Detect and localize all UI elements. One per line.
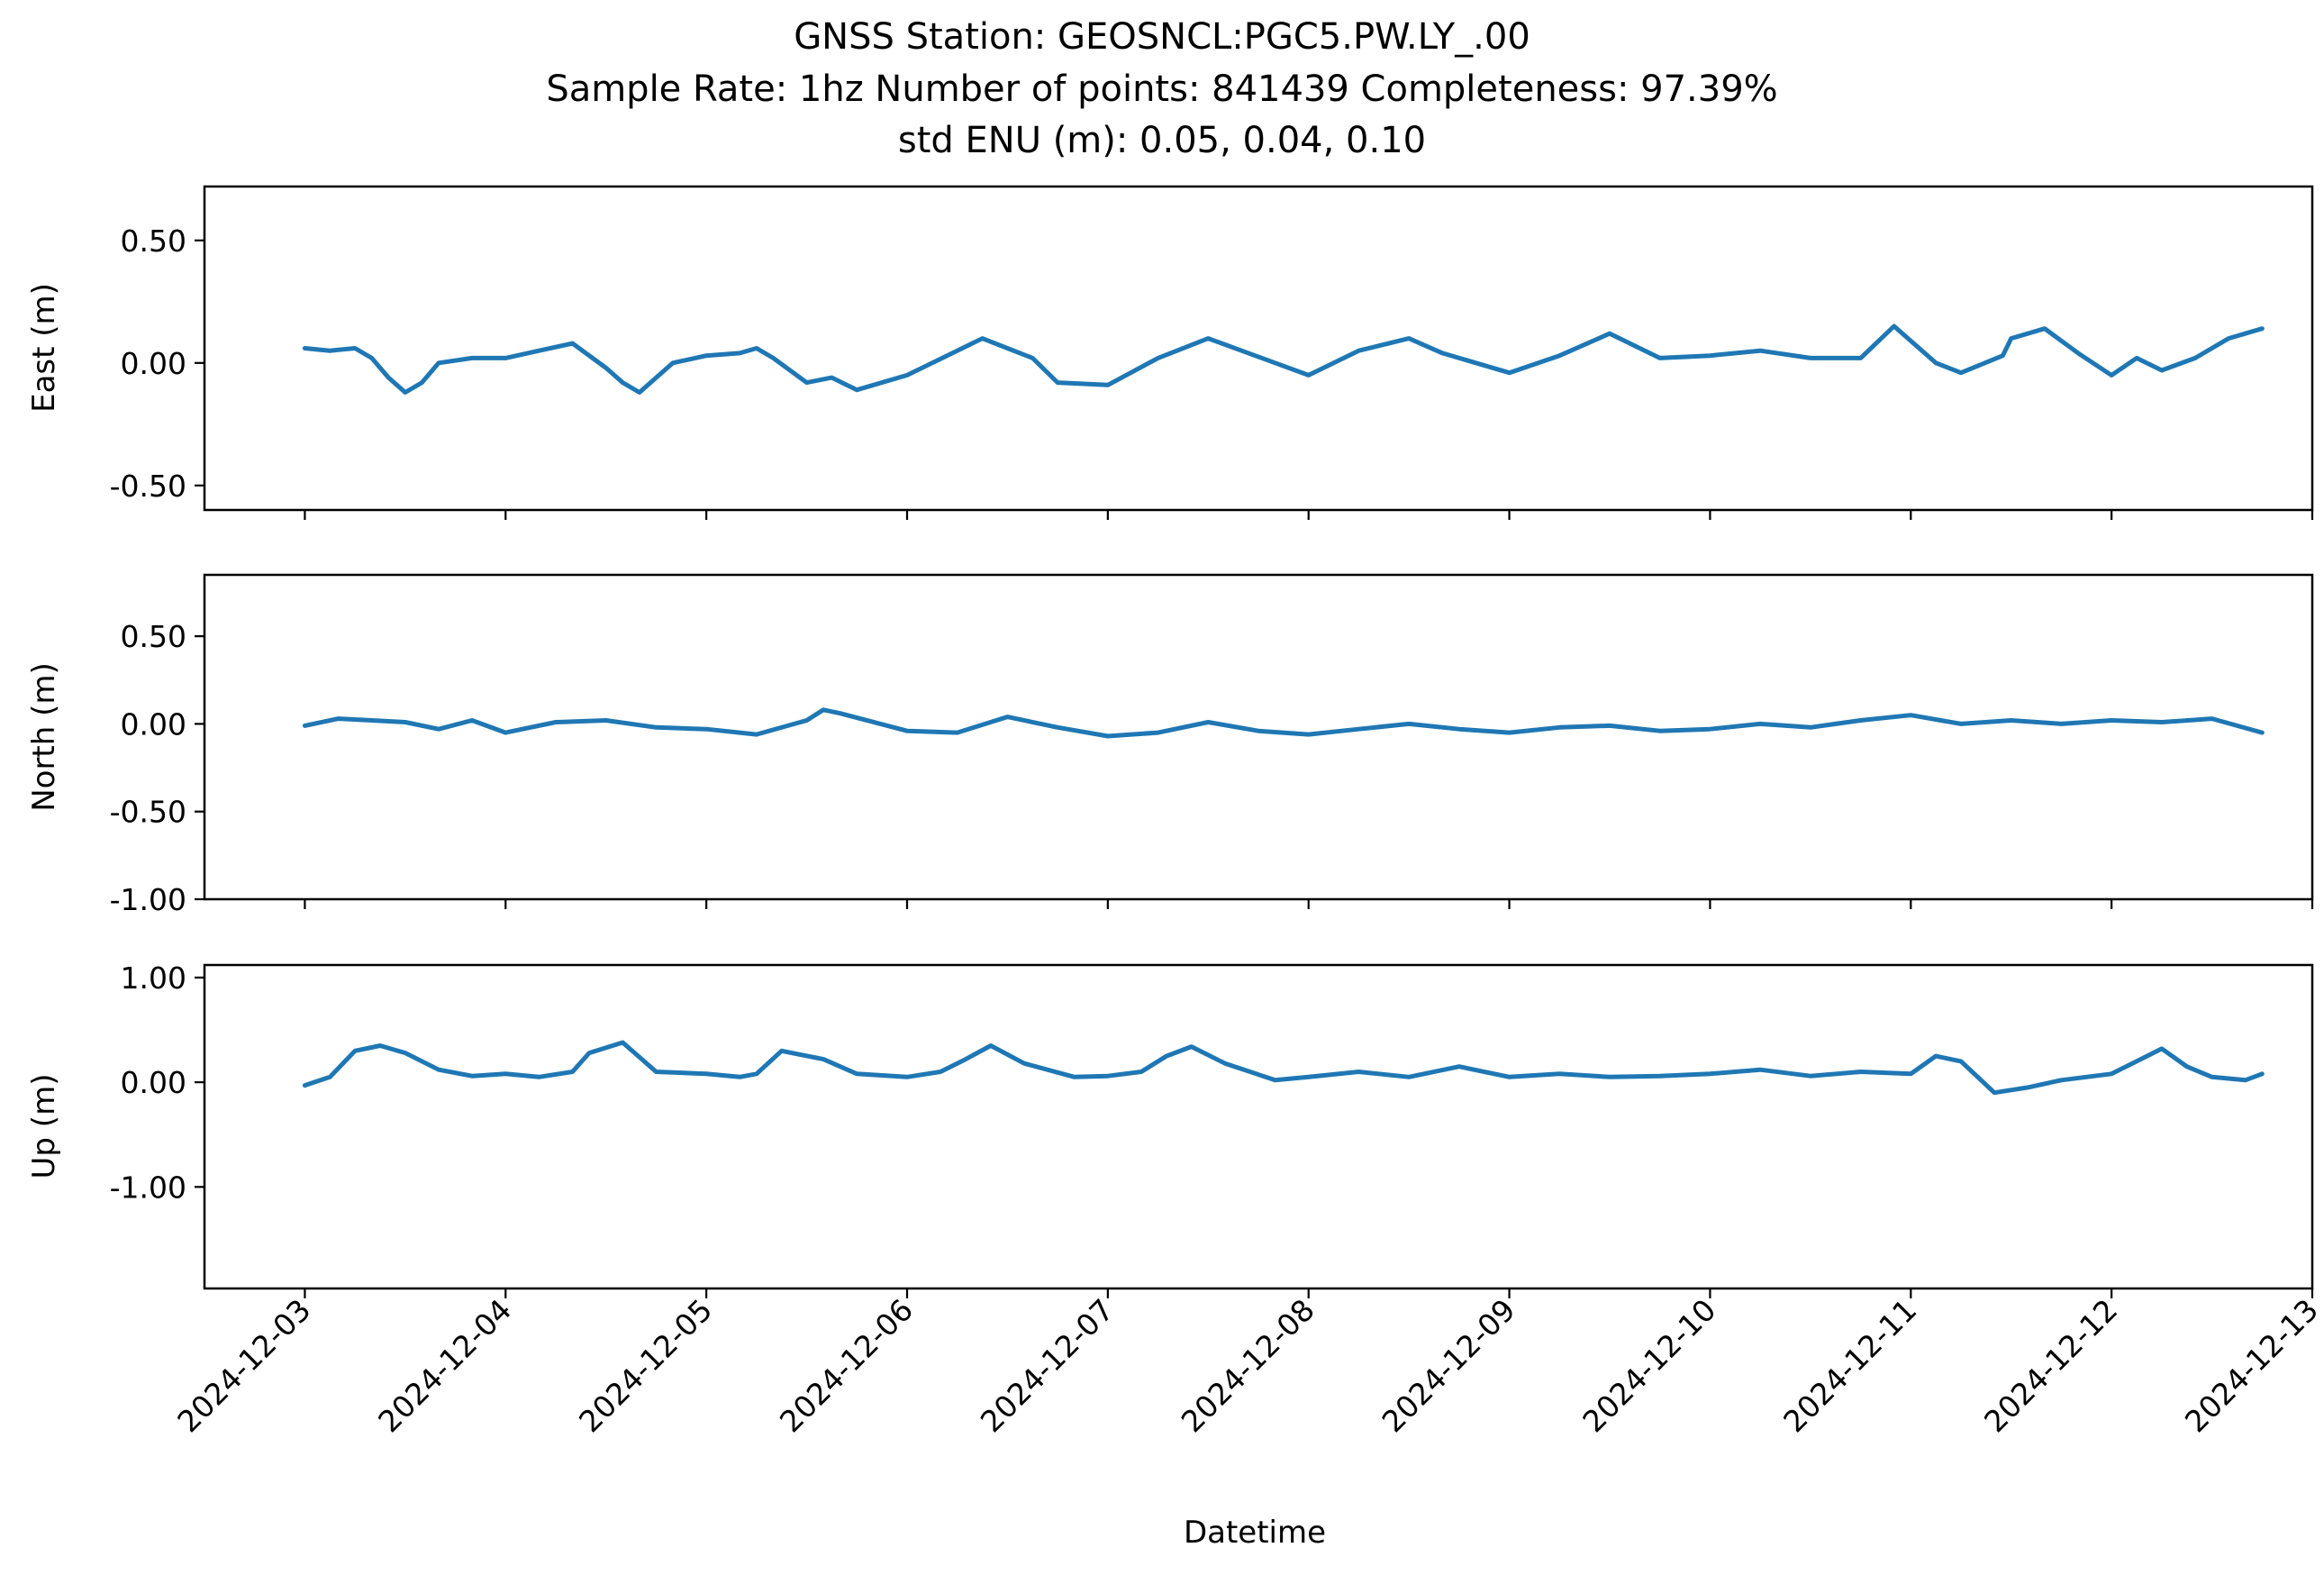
x-tick-label: 2024-12-03	[170, 1292, 317, 1439]
x-tick-label: 2024-12-10	[1575, 1292, 1722, 1439]
x-tick-label: 2024-12-12	[1977, 1292, 2124, 1439]
panel-east-series	[302, 323, 2265, 395]
panel-east-frame	[203, 185, 2314, 512]
x-tick-label: 2024-12-08	[1175, 1292, 1321, 1439]
y-tick-label: 0.00	[121, 706, 186, 742]
x-tick-label: 2024-12-07	[974, 1292, 1121, 1439]
title-line-3: std ENU (m): 0.05, 0.04, 0.10	[898, 120, 1426, 161]
y-tick-label: 0.00	[121, 346, 186, 381]
y-tick-label: 1.00	[121, 960, 186, 996]
y-tick-label: 0.00	[121, 1065, 186, 1100]
x-tick-label: 2024-12-05	[572, 1292, 719, 1439]
panel-east: 0.50 0.00 -0.50 East (m)	[26, 185, 2314, 520]
panel-north-series	[302, 707, 2265, 739]
series-line-0	[302, 323, 2265, 395]
panel-up: 1.00 0.00 -1.00 2024-12-03 2024-12-04 2024-12…	[26, 960, 2324, 1439]
panel-north-ylabel: North (m)	[26, 662, 62, 812]
x-axis-label: Datetime	[1184, 1515, 1326, 1551]
x-tick-label: 2024-12-09	[1375, 1292, 1522, 1439]
y-tick-label: 0.50	[121, 619, 186, 654]
panel-north-frame	[203, 573, 2314, 901]
x-tick-label: 2024-12-04	[371, 1292, 518, 1439]
title-line-2: Sample Rate: 1hz Number of points: 84143…	[546, 68, 1777, 110]
y-tick-label: -1.00	[110, 882, 186, 917]
series-line-0	[302, 1040, 2265, 1096]
figure-title: GNSS Station: GEOSNCL:PGC5.PW.LY_.00 Sam…	[546, 16, 1777, 161]
series-line-0	[302, 707, 2265, 739]
panel-up-series	[302, 1040, 2265, 1096]
panel-east-axes: 0.50 0.00 -0.50	[110, 223, 2314, 520]
panel-north-axes: 0.50 0.00 -0.50 -1.00	[110, 619, 2314, 917]
panel-up-frame	[203, 963, 2314, 1290]
x-tick-label: 2024-12-06	[773, 1292, 920, 1439]
y-tick-label: -0.50	[110, 795, 186, 830]
panel-up-ylabel: Up (m)	[26, 1074, 62, 1179]
panel-north: 0.50 0.00 -0.50 -1.00 North (m)	[26, 573, 2314, 917]
panel-east-ylabel: East (m)	[26, 283, 62, 413]
x-tick-label: 2024-12-13	[2178, 1292, 2324, 1439]
y-tick-label: -0.50	[110, 469, 186, 504]
title-line-1: GNSS Station: GEOSNCL:PGC5.PW.LY_.00	[794, 16, 1530, 58]
panel-up-axes: 1.00 0.00 -1.00 2024-12-03 2024-12-04 2024-12…	[110, 960, 2324, 1439]
x-tick-label: 2024-12-11	[1776, 1292, 1923, 1439]
y-tick-label: -1.00	[110, 1170, 186, 1205]
y-tick-label: 0.50	[121, 223, 186, 259]
